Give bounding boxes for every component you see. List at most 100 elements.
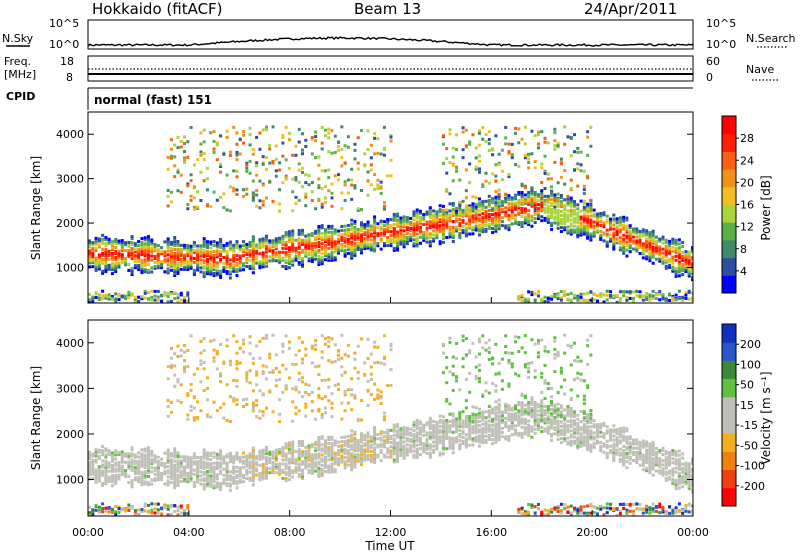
colorbar-segment [722, 257, 736, 276]
velocity-cell [428, 451, 432, 455]
power-cell [569, 228, 573, 232]
power-cell [674, 270, 678, 274]
velocity-cell [173, 509, 177, 513]
power-cell [88, 253, 91, 257]
velocity-cell [373, 436, 377, 440]
power-cell [592, 234, 596, 238]
velocity-cell [248, 470, 252, 474]
power-cell [343, 198, 347, 202]
power-cell [284, 175, 288, 179]
power-cell [219, 251, 223, 255]
power-cell [677, 289, 681, 293]
power-cell [346, 251, 350, 255]
power-cell [169, 154, 173, 158]
power-cell [546, 194, 550, 198]
power-cell [589, 202, 593, 206]
velocity-cell [209, 476, 213, 480]
velocity-cell [232, 475, 236, 479]
velocity-cell [232, 477, 236, 481]
power-cell [101, 294, 105, 298]
velocity-cell [337, 457, 341, 461]
power-cell [261, 261, 265, 265]
velocity-cell [337, 387, 341, 391]
power-cell [438, 208, 442, 212]
power-cell [274, 169, 278, 173]
power-cell [635, 229, 639, 233]
power-cell [146, 239, 150, 243]
power-cell [559, 194, 563, 198]
velocity-cell [330, 401, 334, 405]
power-cell [340, 246, 344, 250]
velocity-cell [264, 466, 268, 470]
velocity-cell [359, 458, 363, 462]
power-cell [297, 254, 301, 258]
velocity-cell [337, 448, 341, 452]
power-cell [536, 213, 540, 217]
power-cell [664, 246, 668, 250]
power-cell [664, 298, 668, 302]
power-cell [523, 142, 527, 146]
cpid-strip: CPID normal (fast) 151 [6, 87, 693, 110]
power-cell [615, 221, 619, 225]
power-cell [477, 223, 481, 227]
power-cell [674, 238, 678, 242]
velocity-cell [192, 483, 196, 487]
power-cell [215, 198, 219, 202]
velocity-cell [205, 480, 209, 484]
power-cell [491, 197, 495, 201]
velocity-cell [392, 452, 396, 456]
power-cell [586, 176, 590, 180]
velocity-cell [101, 471, 105, 475]
power-cell [396, 230, 400, 234]
power-cell [205, 258, 209, 262]
velocity-cell [186, 457, 190, 461]
power-cell [340, 147, 344, 151]
power-cell [202, 255, 206, 259]
power-cell [520, 208, 524, 212]
velocity-cell [120, 508, 124, 512]
velocity-cell [304, 460, 308, 464]
velocity-cell [284, 334, 288, 338]
power-cell [97, 239, 101, 243]
power-cell [520, 201, 524, 205]
power-cell [517, 199, 521, 203]
power-cell [153, 289, 157, 293]
power-cell [130, 237, 134, 241]
power-cell [399, 216, 403, 220]
velocity-cell [150, 508, 154, 512]
power-cell [451, 220, 455, 224]
power-cell [228, 262, 232, 266]
power-cell [248, 143, 252, 147]
power-cell [474, 214, 478, 218]
velocity-cell [396, 429, 400, 433]
velocity-cell [301, 357, 305, 361]
velocity-cell [176, 480, 180, 484]
velocity-cell [166, 465, 170, 469]
velocity-cell [271, 464, 275, 468]
velocity-cell [451, 418, 455, 422]
power-cell [212, 260, 216, 264]
power-cell [291, 241, 295, 245]
power-cell [586, 204, 590, 208]
power-cell [625, 234, 629, 238]
velocity-cell [107, 479, 111, 483]
power-cell [212, 258, 216, 262]
power-cell [209, 240, 213, 244]
power-cell [317, 255, 321, 259]
power-cell [674, 298, 678, 302]
velocity-cell [294, 388, 298, 392]
velocity-cell [219, 463, 223, 467]
power-cell [425, 230, 429, 234]
velocity-cell [248, 381, 252, 385]
power-cell [359, 235, 363, 239]
power-cell [97, 257, 101, 261]
power-cell [235, 268, 239, 272]
velocity-cell [425, 437, 429, 441]
velocity-cell [278, 452, 282, 456]
power-cell [445, 219, 449, 223]
power-cell [422, 239, 426, 243]
velocity-cell [104, 478, 108, 482]
velocity-cell [238, 474, 242, 478]
power-cell [327, 230, 331, 234]
velocity-cell [301, 361, 305, 365]
